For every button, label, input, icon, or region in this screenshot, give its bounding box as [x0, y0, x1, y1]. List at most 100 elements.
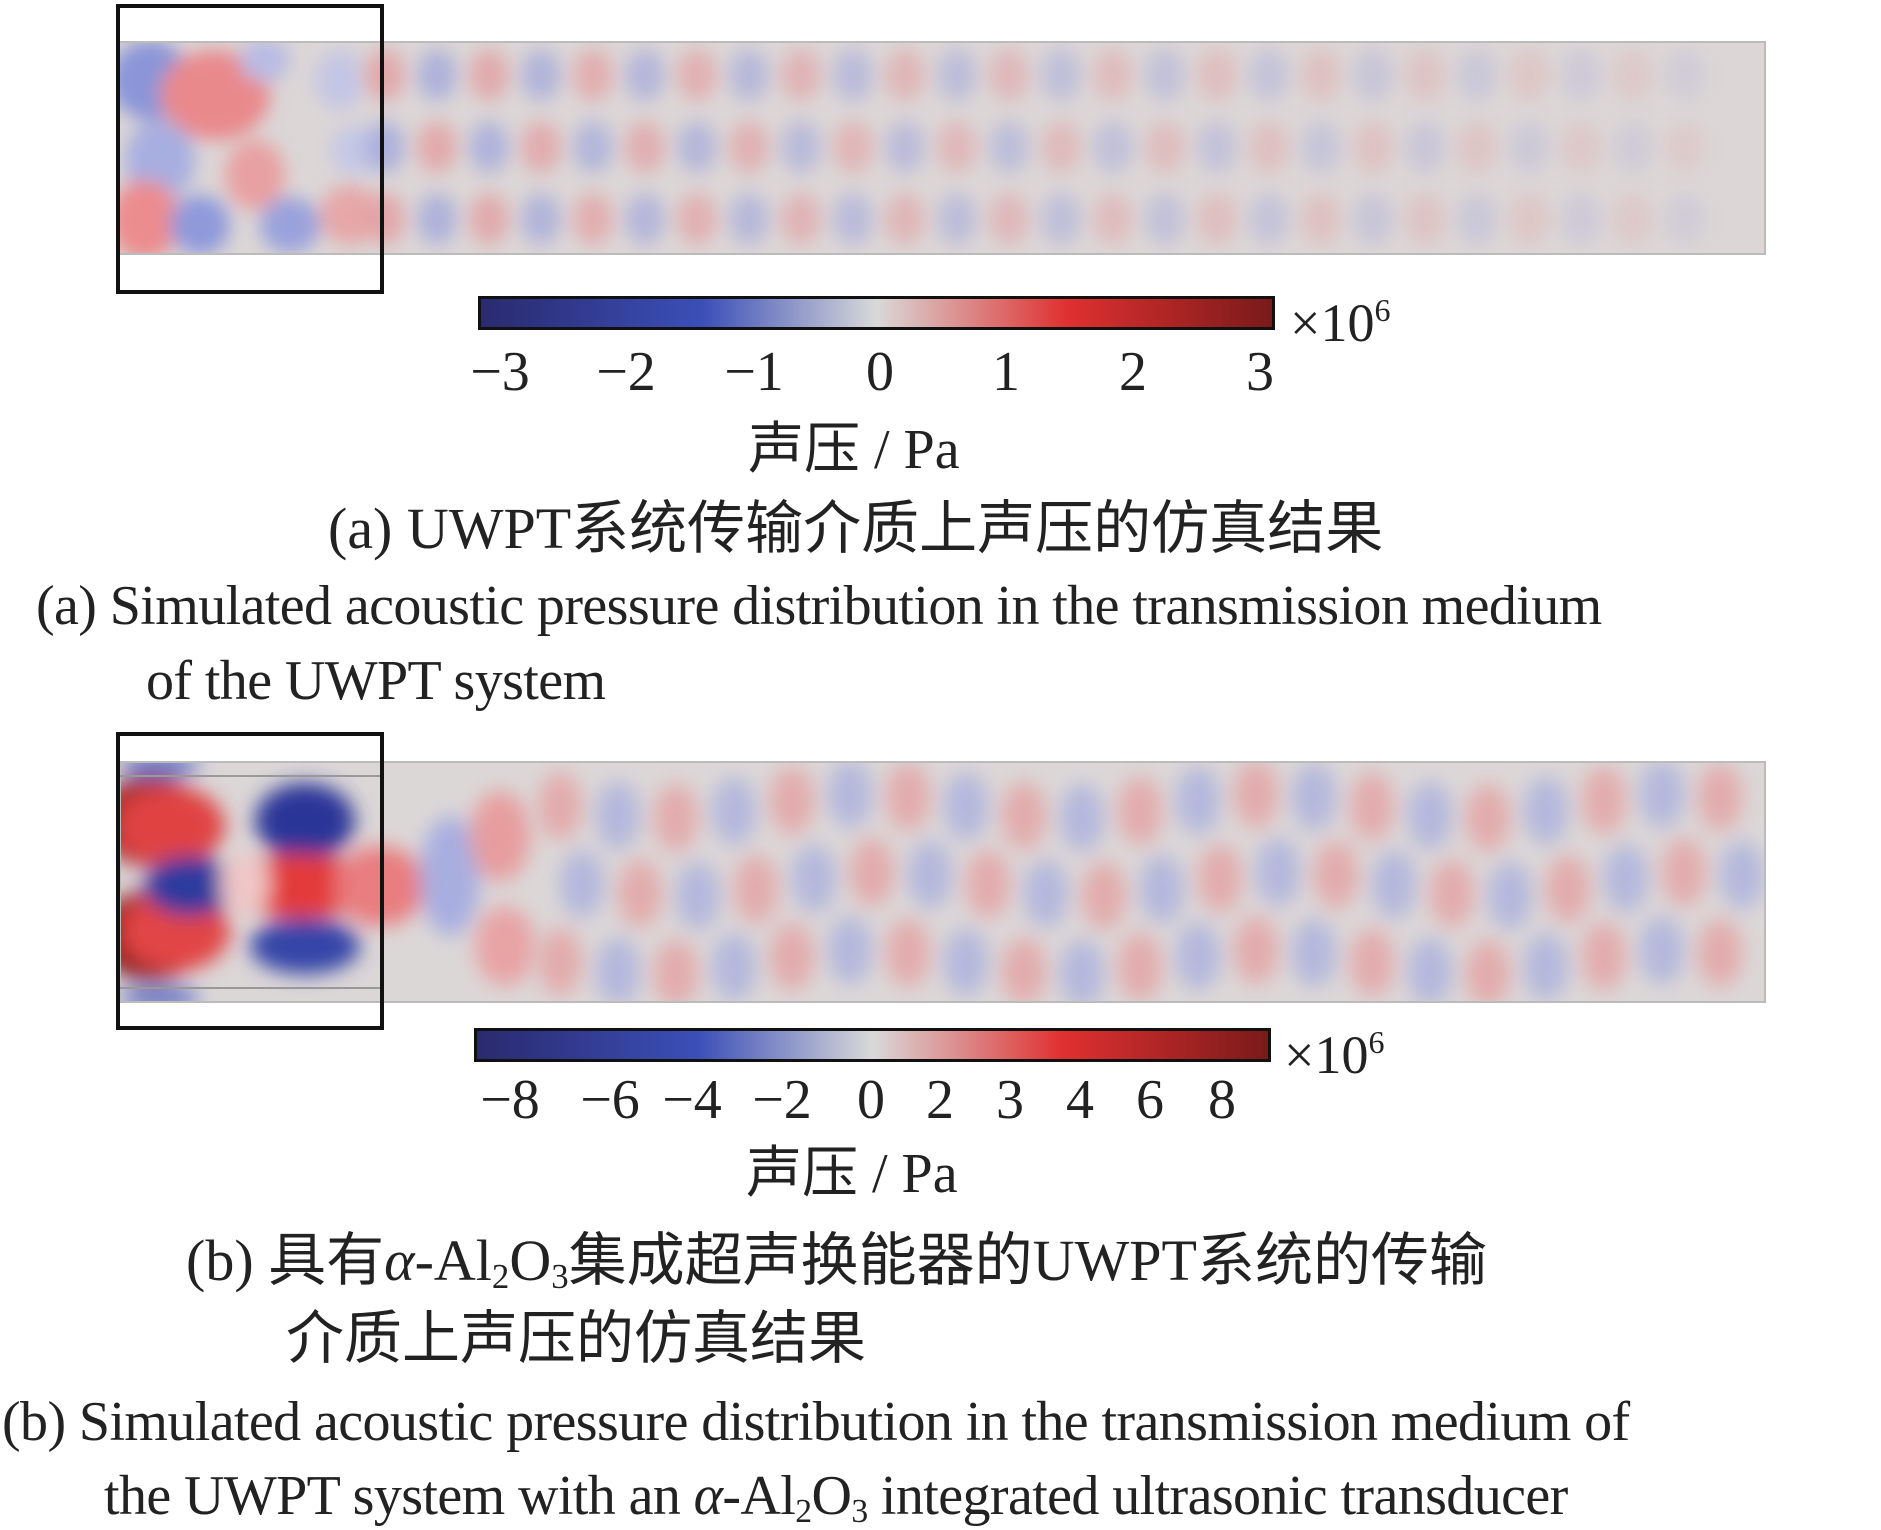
colorbar-b-tick: 8 [1208, 1069, 1236, 1131]
pressure-lobe [1197, 49, 1237, 101]
pressure-lobe [677, 49, 717, 101]
pressure-lobe [1372, 850, 1416, 919]
pressure-lobe [1561, 49, 1601, 101]
caption-text: integrated ultrasonic transducer [867, 1465, 1568, 1527]
colorbar-b-label: 声压 / Pa [746, 1143, 958, 1205]
caption-b-en-line2: the UWPT system with an α-Al2O3 integrat… [104, 1468, 1568, 1529]
pressure-lobe [538, 772, 582, 840]
pressure-lobe [538, 928, 582, 996]
pressure-lobe [1145, 193, 1185, 245]
pressure-lobe [625, 49, 665, 101]
pressure-lobe [1118, 932, 1162, 1001]
pressure-lobe [417, 121, 457, 173]
pressure-lobe [770, 922, 814, 991]
pressure-lobe [1176, 766, 1220, 835]
pressure-lobe [1457, 193, 1497, 245]
colorbar-b-tick: −6 [580, 1069, 640, 1131]
pressure-lobe [1405, 193, 1445, 245]
alpha-symbol: α [693, 1465, 723, 1527]
pressure-lobe [966, 850, 1010, 919]
pressure-lobe [1041, 193, 1081, 245]
pressure-lobe [573, 193, 613, 245]
pressure-blobs-a [119, 42, 380, 254]
pressure-lobe [1060, 939, 1104, 1002]
pressure-lobe [886, 918, 930, 987]
pressure-lobe [908, 840, 952, 909]
pressure-lobe [1582, 922, 1626, 991]
pressure-lobe [1301, 121, 1341, 173]
pressure-lobe [365, 49, 405, 101]
pressure-lobe [770, 766, 814, 835]
colorbar-b-gradient [474, 1028, 1271, 1062]
pressure-lobe [989, 121, 1029, 173]
colorbar-b-tick: 3 [996, 1069, 1024, 1131]
pressure-lobe [1408, 937, 1452, 1002]
pressure-lobe [1353, 121, 1393, 173]
pressure-lobe [781, 193, 821, 245]
colorbar-a-tick: 3 [1246, 341, 1274, 403]
pressure-lobe [596, 781, 640, 850]
pressure-lobe [1488, 861, 1532, 930]
pressure-lobe [1524, 932, 1568, 1001]
pressure-lobe [1301, 49, 1341, 101]
colorbar-a-gradient [478, 296, 1275, 330]
transducer-frame-a [116, 4, 384, 294]
pressure-lobe [1249, 121, 1289, 173]
pressure-lobe [654, 939, 698, 1002]
pressure-lobe [1509, 193, 1549, 245]
pressure-lobe [1314, 840, 1358, 909]
pressure-lobe [1720, 840, 1764, 909]
pressure-lobe [1292, 762, 1336, 831]
pressure-lobe [469, 49, 509, 101]
pressure-lobe [1145, 121, 1185, 173]
exponent-power: 6 [1368, 1024, 1385, 1060]
pressure-lobe [1466, 783, 1510, 852]
pressure-lobe [1024, 859, 1068, 928]
pressure-field-a [0, 0, 1881, 330]
colorbar-a-exponent: ×106 [1290, 294, 1390, 350]
pressure-lobe [781, 121, 821, 173]
pressure-lobe [712, 777, 756, 846]
pressure-lobe [781, 49, 821, 101]
pressure-lobe [1613, 49, 1653, 101]
pressure-lobe [833, 193, 873, 245]
pressure-lobe [885, 49, 925, 101]
pressure-lobe [989, 49, 1029, 101]
caption-b-cn-line2: 介质上声压的仿真结果 [286, 1306, 867, 1371]
colorbar-b-tick: 2 [926, 1069, 954, 1131]
pressure-lobe [1582, 766, 1626, 835]
pressure-lobe [989, 193, 1029, 245]
pressure-lobe [1640, 916, 1684, 985]
pressure-lobe [1249, 193, 1289, 245]
subscript: 2 [795, 1493, 812, 1530]
pressure-lobe [850, 838, 894, 907]
pressure-lobe [618, 859, 662, 928]
pressure-lobe [417, 193, 457, 245]
alpha-symbol: α [384, 1228, 415, 1293]
pressure-lobe [1561, 193, 1601, 245]
pressure-lobe [1509, 121, 1549, 173]
pressure-lobe [1301, 193, 1341, 245]
caption-a-en-line2: of the UWPT system [146, 650, 606, 712]
colorbar-b-tick: 6 [1136, 1069, 1164, 1131]
caption-text: (b) 具有 [186, 1228, 385, 1293]
pressure-lobe [1145, 49, 1185, 101]
colorbar-b-tick: −2 [752, 1069, 812, 1131]
colorbar-b: ×106 −8 −6 −4 −2 0 2 3 4 6 8 声压 / Pa [474, 1026, 1384, 1228]
caption-a-en-line1: (a) Simulated acoustic pressure distribu… [36, 575, 1602, 637]
pressure-field-b [0, 726, 1881, 1056]
pressure-lobe [1546, 854, 1590, 923]
colorbar-b-tick: 4 [1066, 1069, 1094, 1131]
pressure-lobe [1353, 193, 1393, 245]
pressure-lobe [521, 49, 561, 101]
transducer-frame-b [116, 732, 384, 1030]
pressure-lobe [1292, 918, 1336, 987]
colorbar-b-exponent: ×106 [1284, 1026, 1384, 1082]
pressure-lobe [1234, 762, 1278, 829]
pressure-lobe [1256, 838, 1300, 907]
colorbar-b-tick: −8 [480, 1069, 540, 1131]
pressure-lobe [1176, 922, 1220, 991]
pressure-lobe [1093, 49, 1133, 101]
caption-text: -Al [722, 1465, 796, 1527]
pressure-lobe [885, 121, 925, 173]
